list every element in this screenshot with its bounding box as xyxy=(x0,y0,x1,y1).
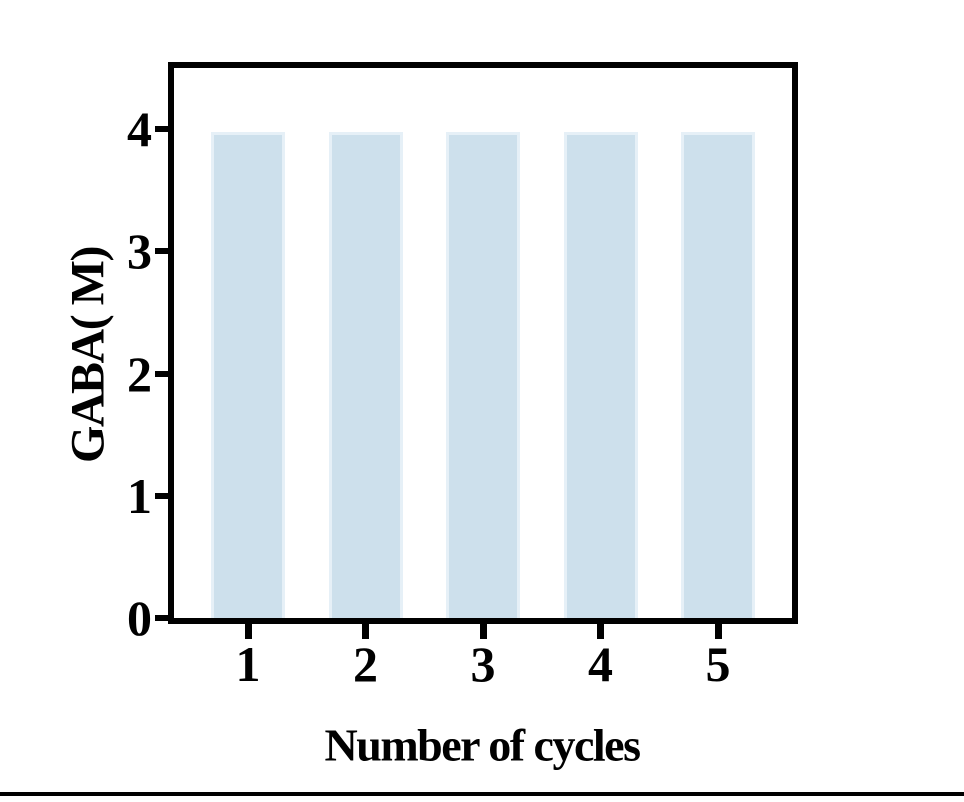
x-axis-tick-label: 5 xyxy=(705,636,731,692)
x-axis-tick-label: 3 xyxy=(470,636,496,692)
bar xyxy=(211,131,285,618)
y-axis-tick-label: 2 xyxy=(127,345,152,402)
y-axis-tick-label: 4 xyxy=(127,101,152,158)
bar xyxy=(328,131,403,618)
x-axis-tick-label: 2 xyxy=(353,636,378,692)
y-axis-tick xyxy=(155,370,168,377)
y-axis-tick xyxy=(155,248,168,255)
y-axis-title: GABA( M) xyxy=(61,247,115,463)
bar xyxy=(681,131,755,618)
y-axis-tick-label: 1 xyxy=(127,467,152,524)
x-axis-tick-label: 4 xyxy=(588,636,613,692)
x-axis-tick xyxy=(362,624,369,639)
x-axis-tick xyxy=(714,624,722,639)
bottom-divider-line xyxy=(0,792,964,796)
x-axis-tick xyxy=(597,624,604,639)
y-axis-tick xyxy=(155,615,168,621)
y-axis-tick-label: 3 xyxy=(127,223,152,280)
x-axis-tick-label: 1 xyxy=(235,636,261,692)
x-axis-tick xyxy=(479,624,487,639)
x-axis-title: Number of cycles xyxy=(324,719,641,771)
bar xyxy=(446,131,520,618)
x-axis-tick xyxy=(244,624,252,639)
y-axis-tick xyxy=(155,492,168,499)
bar xyxy=(563,131,638,618)
y-axis-tick-label: 0 xyxy=(127,590,152,646)
y-axis-tick xyxy=(155,126,168,133)
